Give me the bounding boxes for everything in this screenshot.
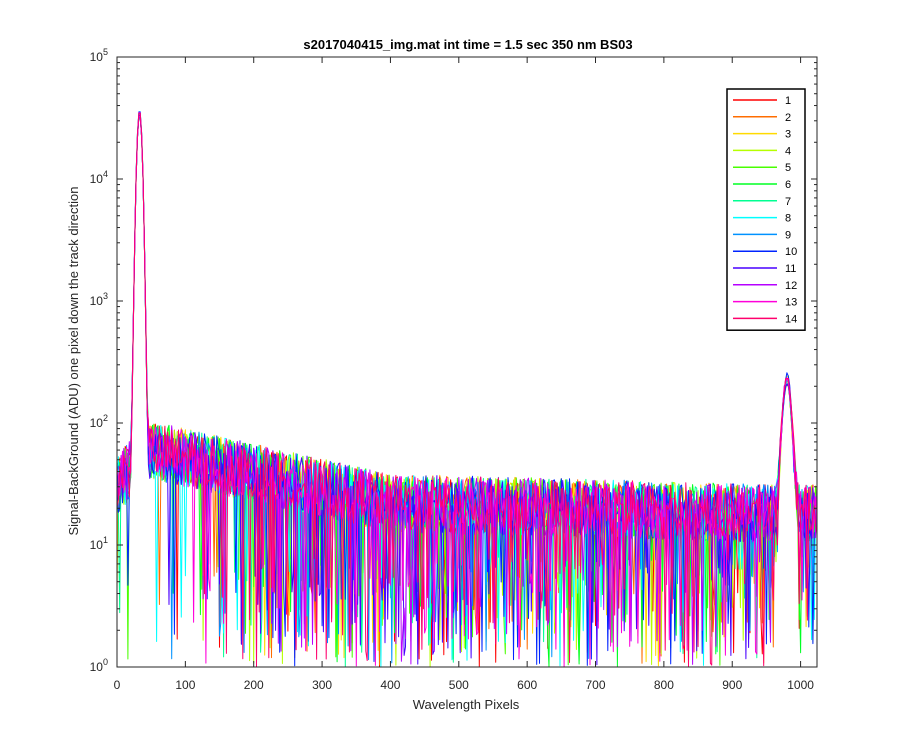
legend-label-13: 13 — [785, 297, 797, 309]
legend-label-11: 11 — [785, 263, 796, 275]
y-tick-label: 103 — [90, 291, 108, 308]
legend-label-2: 2 — [785, 112, 791, 124]
y-tick-label-base: 10 — [90, 660, 104, 674]
x-tick-label: 100 — [175, 678, 195, 692]
y-tick-label-exponent: 3 — [103, 291, 108, 301]
y-tick-label: 102 — [90, 413, 108, 430]
y-tick-label: 100 — [90, 657, 108, 674]
legend-label-5: 5 — [785, 162, 791, 174]
y-tick-label-base: 10 — [90, 416, 104, 430]
axis-ticks: 0 100 200 300 400 500 600 700 800 900 100010010110… — [90, 47, 817, 692]
legend-label-10: 10 — [785, 246, 797, 258]
y-tick-label: 105 — [90, 47, 108, 64]
legend-label-1: 1 — [785, 95, 791, 107]
x-tick-label: 600 — [517, 678, 537, 692]
y-tick-label-exponent: 5 — [103, 47, 108, 57]
x-tick-label: 0 — [114, 678, 121, 692]
plot-area — [117, 57, 817, 667]
x-tick-label: 200 — [244, 678, 264, 692]
y-axis-label: Signal-BackGround (ADU) one pixel down t… — [66, 186, 81, 535]
x-axis-label: Wavelength Pixels — [413, 697, 520, 712]
y-tick-label-base: 10 — [90, 538, 104, 552]
x-tick-label: 400 — [380, 678, 400, 692]
x-tick-label: 300 — [312, 678, 332, 692]
series-line-14 — [116, 112, 818, 667]
legend-label-14: 14 — [785, 313, 797, 325]
legend-label-3: 3 — [785, 129, 791, 141]
y-tick-label-base: 10 — [90, 294, 104, 308]
y-tick-label-exponent: 1 — [103, 535, 108, 545]
legend-label-4: 4 — [785, 145, 791, 157]
legend-label-6: 6 — [785, 179, 791, 191]
plot-frame — [116, 56, 818, 668]
y-tick-label-base: 10 — [90, 50, 104, 64]
y-tick-label-exponent: 4 — [103, 169, 108, 179]
legend-label-9: 9 — [785, 229, 791, 241]
y-tick-label: 104 — [90, 169, 108, 186]
x-tick-label: 1000 — [787, 678, 814, 692]
legend-label-7: 7 — [785, 196, 791, 208]
y-tick-label-base: 10 — [90, 172, 104, 186]
legend-box — [726, 88, 806, 331]
legend-label-12: 12 — [785, 280, 797, 292]
y-tick-label-exponent: 2 — [103, 413, 108, 423]
x-tick-label: 500 — [449, 678, 469, 692]
x-tick-label: 800 — [654, 678, 674, 692]
y-tick-label-exponent: 0 — [103, 657, 108, 667]
legend-label-8: 8 — [785, 213, 791, 225]
y-tick-label: 101 — [90, 535, 108, 552]
x-tick-label: 700 — [586, 678, 606, 692]
x-tick-label: 900 — [722, 678, 742, 692]
series-layer — [116, 111, 818, 668]
chart-title: s2017040415_img.mat int time = 1.5 sec 3… — [303, 37, 632, 52]
